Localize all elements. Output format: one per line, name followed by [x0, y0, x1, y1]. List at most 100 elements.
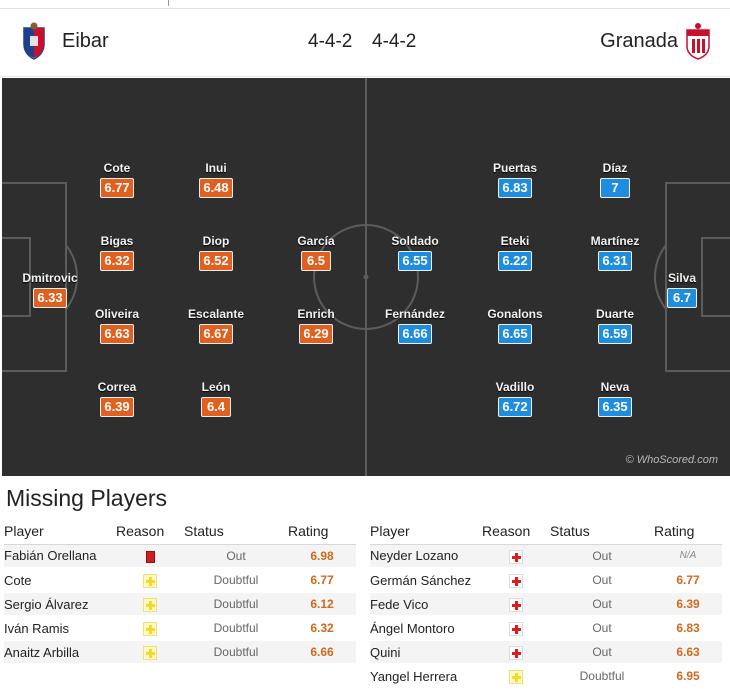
missing-player-name[interactable]: Fabián Orellana: [4, 544, 116, 569]
player-rating: 6.22: [498, 251, 532, 271]
col-status-header[interactable]: Status: [550, 518, 654, 545]
missing-status: Out: [550, 544, 654, 569]
away-team-name[interactable]: Granada: [600, 30, 678, 52]
away-player-rcm[interactable]: Gonalons 6.65: [485, 307, 545, 344]
missing-status: Doubtful: [184, 616, 288, 641]
missing-status: Doubtful: [184, 568, 288, 593]
away-player-lcb[interactable]: Martínez 6.31: [585, 234, 645, 271]
missing-player-name[interactable]: Iván Ramis: [4, 616, 116, 641]
player-rating: 6.4: [201, 397, 231, 417]
home-player-lb[interactable]: Cote 6.77: [87, 161, 147, 198]
missing-player-name[interactable]: Germán Sánchez: [370, 568, 482, 593]
missing-players-title: Missing Players: [6, 485, 168, 511]
missing-player-name[interactable]: Anaitz Arbilla: [4, 640, 116, 665]
away-player-gk[interactable]: Silva 6.7: [652, 271, 712, 308]
col-player-header[interactable]: Player: [4, 518, 116, 545]
col-reason-header[interactable]: Reason: [482, 518, 550, 545]
missing-status: Doubtful: [184, 592, 288, 617]
table-row: Germán Sánchez Out 6.77: [370, 568, 722, 593]
missing-player-name[interactable]: Ángel Montoro: [370, 616, 482, 641]
missing-status: Doubtful: [550, 664, 654, 689]
player-name: Enrich: [297, 307, 335, 321]
away-player-lcm[interactable]: Eteki 6.22: [485, 234, 545, 271]
col-rating-header[interactable]: Rating: [288, 518, 356, 545]
missing-player-name[interactable]: Sergio Álvarez: [4, 592, 116, 617]
player-rating: 6.33: [33, 288, 67, 308]
missing-status: Out: [550, 640, 654, 665]
player-name: Inui: [205, 161, 227, 175]
home-player-rb[interactable]: Correa 6.39: [87, 380, 147, 417]
injury-icon: [509, 573, 523, 588]
player-rating: 6.67: [199, 324, 233, 344]
injury-icon: [509, 621, 523, 636]
injury-icon: [509, 597, 523, 612]
missing-player-name[interactable]: Yangel Herrera: [370, 664, 482, 689]
player-name: Puertas: [492, 161, 538, 175]
col-status-header[interactable]: Status: [184, 518, 288, 545]
missing-status: Out: [550, 616, 654, 641]
home-player-lcm[interactable]: Diop 6.52: [186, 234, 246, 271]
home-player-st2[interactable]: Enrich 6.29: [286, 307, 346, 344]
home-player-lcb[interactable]: Bigas 6.32: [87, 234, 147, 271]
player-rating: 6.7: [667, 288, 697, 308]
home-player-rcb[interactable]: Oliveira 6.63: [87, 307, 147, 344]
player-rating: 6.31: [598, 251, 632, 271]
table-row: Fabián Orellana Out 6.98: [4, 544, 356, 569]
player-name: García: [297, 234, 335, 248]
player-name: Soldado: [391, 234, 439, 248]
col-player-header[interactable]: Player: [370, 518, 482, 545]
missing-player-name[interactable]: Cote: [4, 568, 116, 593]
away-player-rcb[interactable]: Duarte 6.59: [585, 307, 645, 344]
col-rating-header[interactable]: Rating: [654, 518, 722, 545]
table-row: Anaitz Arbilla Doubtful 6.66: [4, 640, 356, 665]
player-name: Cote: [103, 161, 131, 175]
doubtful-icon: [143, 573, 157, 588]
player-name: Diop: [202, 234, 230, 248]
player-name: Gonalons: [487, 307, 543, 321]
player-rating: 6.63: [100, 324, 134, 344]
player-rating: 6.65: [498, 324, 532, 344]
home-player-st1[interactable]: García 6.5: [286, 234, 346, 271]
home-player-lm[interactable]: Inui 6.48: [186, 161, 246, 198]
granada-crest-icon: [686, 23, 710, 60]
missing-player-name[interactable]: Fede Vico: [370, 592, 482, 617]
player-rating: 6.35: [598, 397, 632, 417]
doubtful-icon: [143, 621, 157, 636]
home-player-rm[interactable]: León 6.4: [186, 380, 246, 417]
away-player-rm[interactable]: Vadillo 6.72: [485, 380, 545, 417]
away-player-lb[interactable]: Díaz 7: [585, 161, 645, 198]
table-row: Quini Out 6.63: [370, 640, 722, 665]
away-player-st2[interactable]: Fernández 6.66: [385, 307, 445, 344]
col-reason-header[interactable]: Reason: [116, 518, 184, 545]
injury-icon: [509, 645, 523, 660]
missing-status: Doubtful: [184, 640, 288, 665]
player-name: Vadillo: [495, 380, 535, 394]
table-row: Neyder Lozano Out N/A: [370, 544, 722, 569]
player-name: León: [201, 380, 231, 394]
player-rating: 6.72: [498, 397, 532, 417]
header-tick-divider: [168, 0, 169, 6]
doubtful-icon: [509, 669, 523, 684]
pitch-markings: [2, 78, 730, 476]
away-player-rb[interactable]: Neva 6.35: [585, 380, 645, 417]
match-header: Eibar 4-4-2 4-4-2 Granada: [0, 0, 730, 77]
away-player-st1[interactable]: Soldado 6.55: [385, 234, 445, 271]
table-row: Fede Vico Out 6.39: [370, 592, 722, 617]
missing-player-name[interactable]: Quini: [370, 640, 482, 665]
missing-rating: 6.77: [654, 568, 722, 593]
missing-player-name[interactable]: Neyder Lozano: [370, 544, 482, 569]
away-player-lm[interactable]: Puertas 6.83: [485, 161, 545, 198]
home-player-rcm[interactable]: Escalante 6.67: [186, 307, 246, 344]
player-rating: 6.32: [100, 251, 134, 271]
away-missing-table: Player Reason Status Rating Neyder Lozan…: [370, 518, 722, 689]
home-player-gk[interactable]: Dmitrovic 6.33: [20, 271, 80, 308]
eibar-crest-icon: [23, 22, 45, 60]
injury-icon: [509, 549, 523, 564]
missing-rating: 6.32: [288, 616, 356, 641]
player-rating: 6.5: [301, 251, 331, 271]
player-name: Escalante: [187, 307, 245, 321]
player-name: Oliveira: [94, 307, 140, 321]
home-team-name[interactable]: Eibar: [62, 30, 109, 52]
player-name: Neva: [600, 380, 630, 394]
player-rating: 6.39: [100, 397, 134, 417]
